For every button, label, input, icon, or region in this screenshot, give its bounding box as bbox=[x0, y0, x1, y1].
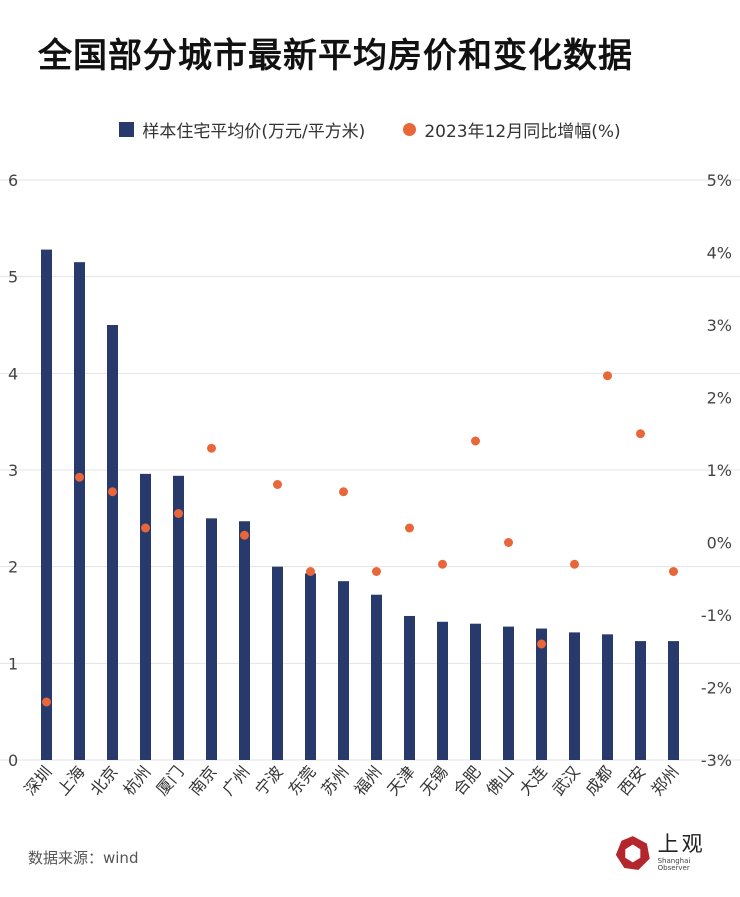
bar bbox=[173, 475, 184, 760]
bar bbox=[272, 566, 283, 760]
bar bbox=[107, 325, 118, 760]
y-right-tick-label: 3% bbox=[707, 316, 732, 335]
scatter-point bbox=[372, 567, 381, 576]
legend-dot-label: 2023年12月同比增幅(%) bbox=[424, 121, 621, 142]
bar bbox=[74, 262, 85, 760]
bar bbox=[536, 628, 547, 760]
legend-bar-swatch bbox=[119, 121, 135, 137]
bar bbox=[206, 518, 217, 760]
logo-mark-icon bbox=[615, 836, 650, 870]
scatter-point bbox=[306, 567, 315, 576]
x-tick-label: 大连 bbox=[515, 762, 550, 799]
y-right-tick-label: 4% bbox=[707, 244, 732, 263]
x-tick-label: 天津 bbox=[383, 762, 418, 799]
scatter-point bbox=[603, 371, 612, 381]
x-tick-label: 成都 bbox=[581, 762, 616, 799]
scatter-point bbox=[273, 480, 282, 489]
x-tick-label: 福州 bbox=[350, 762, 385, 799]
logo-text: 上观 bbox=[657, 832, 706, 856]
bar bbox=[503, 626, 514, 760]
bar bbox=[338, 581, 349, 760]
scatter-point bbox=[471, 436, 480, 446]
bar bbox=[668, 641, 679, 760]
scatter-point bbox=[108, 487, 117, 497]
x-tick-label: 上海 bbox=[53, 762, 88, 799]
y-right-tick-label: 0% bbox=[707, 534, 732, 553]
bar bbox=[437, 621, 448, 760]
y-left-tick-label: 6 bbox=[8, 171, 18, 190]
logo: 上观 Shanghai Observer bbox=[614, 830, 724, 876]
x-tick-label: 西安 bbox=[614, 762, 649, 799]
scatter-point bbox=[504, 538, 513, 547]
y-left-tick-label: 5 bbox=[8, 268, 18, 287]
scatter-point bbox=[240, 530, 249, 540]
y-left-tick-label: 4 bbox=[8, 364, 18, 383]
chart-area: 0 1 2 3 4 5 6 -3% -2% -1% 0% 1% 2% 3% 4% 5% 深圳上海北京杭州厦门南京… bbox=[0, 171, 740, 799]
y-right-tick-label: -3% bbox=[701, 751, 732, 770]
scatter-point bbox=[438, 559, 447, 569]
x-tick-label: 深圳 bbox=[20, 762, 55, 799]
bar bbox=[602, 634, 613, 760]
legend-item-bar: 样本住宅平均价(万元/平方米) bbox=[119, 117, 365, 142]
logo-subtext: Shanghai Observer bbox=[657, 857, 691, 872]
scatter-point bbox=[570, 559, 579, 569]
bar bbox=[239, 521, 250, 760]
y-right-tick-label: 1% bbox=[707, 461, 732, 480]
x-tick-label: 佛山 bbox=[482, 762, 517, 799]
source-note: 数据来源：wind bbox=[28, 849, 139, 867]
scatter-point bbox=[669, 567, 678, 576]
x-tick-label: 无锡 bbox=[416, 762, 451, 799]
y-left-tick-label: 0 bbox=[8, 751, 18, 770]
x-tick-label: 广州 bbox=[218, 762, 253, 799]
bar bbox=[404, 615, 415, 760]
scatter-point bbox=[75, 472, 84, 482]
chart-title: 全国部分城市最新平均房价和变化数据 bbox=[38, 36, 633, 76]
y-right-tick-label: -1% bbox=[701, 606, 732, 625]
scatter-point bbox=[339, 487, 348, 497]
bar bbox=[371, 594, 382, 760]
legend-bar-label: 样本住宅平均价(万元/平方米) bbox=[142, 121, 366, 142]
scatter-point bbox=[42, 697, 51, 707]
bar bbox=[569, 632, 580, 760]
x-tick-label: 厦门 bbox=[152, 762, 187, 799]
scatter-point bbox=[207, 443, 216, 453]
bar bbox=[635, 641, 646, 760]
x-tick-label: 武汉 bbox=[548, 762, 583, 799]
scatter-point bbox=[405, 523, 414, 533]
x-tick-label: 东莞 bbox=[284, 762, 319, 799]
x-tick-label: 南京 bbox=[185, 762, 220, 799]
x-tick-label: 合肥 bbox=[449, 762, 484, 799]
x-tick-label: 苏州 bbox=[317, 762, 352, 799]
x-tick-label: 宁波 bbox=[251, 762, 286, 799]
scatter-point bbox=[174, 509, 183, 518]
y-left-tick-label: 1 bbox=[8, 654, 18, 673]
bar bbox=[41, 249, 52, 760]
bar bbox=[470, 623, 481, 760]
x-tick-label: 北京 bbox=[86, 762, 121, 799]
x-tick-label: 郑州 bbox=[647, 762, 682, 799]
bar bbox=[140, 473, 151, 760]
y-right-tick-label: 5% bbox=[707, 171, 732, 190]
scatter-point bbox=[537, 639, 546, 649]
scatter-point bbox=[141, 523, 150, 533]
y-left-tick-label: 3 bbox=[8, 461, 18, 480]
y-left-tick-label: 2 bbox=[8, 558, 18, 577]
legend: 样本住宅平均价(万元/平方米) 2023年12月同比增幅(%) bbox=[0, 115, 740, 143]
legend-dot-swatch bbox=[403, 122, 417, 136]
y-right-tick-label: 2% bbox=[707, 389, 732, 408]
scatter-point bbox=[636, 429, 645, 439]
y-right-tick-label: -2% bbox=[701, 679, 732, 698]
bar bbox=[305, 573, 316, 760]
x-tick-label: 杭州 bbox=[119, 762, 154, 799]
legend-item-dot: 2023年12月同比增幅(%) bbox=[403, 117, 621, 142]
